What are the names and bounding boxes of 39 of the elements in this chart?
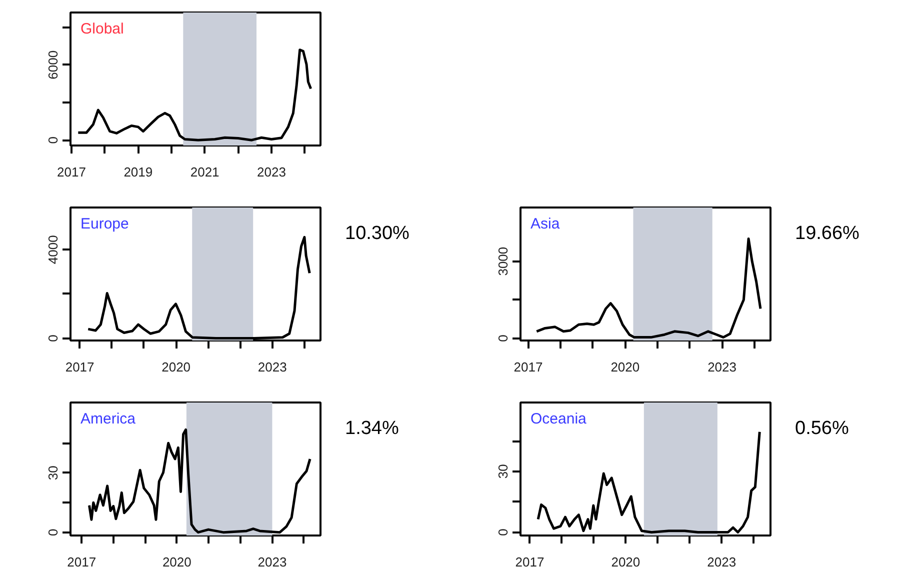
x-tick-label: 2023 (258, 360, 287, 374)
y-tick-label: 0 (46, 334, 60, 342)
x-tick-label: 2017 (65, 360, 94, 374)
x-tick-label: 2019 (124, 164, 153, 180)
x-tick-label: 2017 (67, 554, 96, 570)
text: 10.30% (345, 222, 410, 246)
x-tick-label: 2017 (514, 360, 543, 374)
y-tick-label: 0 (496, 334, 510, 342)
line-series (535, 238, 762, 339)
text: America (80, 410, 136, 428)
text: Europe (80, 216, 129, 232)
x-tick-label: 2023 (708, 360, 737, 374)
y-tick-label: 30 (496, 464, 510, 479)
y-tick-label: 6000 (46, 50, 60, 80)
y-tick-label: 30 (46, 466, 60, 480)
x-tick-label: 2020 (162, 554, 192, 570)
line-series (88, 428, 312, 534)
x-tick-label: 2017 (57, 164, 86, 180)
text: Asia (530, 216, 560, 232)
y-tick-label: 3000 (496, 246, 510, 276)
text: 0.56% (795, 417, 849, 441)
text: Oceania (530, 410, 588, 428)
x-tick-label: 2023 (258, 554, 287, 570)
line-series (76, 48, 312, 142)
x-tick-label: 2021 (190, 164, 220, 180)
x-tick-label: 2017 (515, 554, 544, 570)
y-tick-label: 0 (496, 528, 510, 536)
text: 19.66% (795, 222, 860, 246)
y-tick-label: 0 (46, 136, 60, 144)
x-tick-label: 2023 (707, 554, 736, 570)
y-tick-label: 0 (46, 528, 60, 536)
text: 1.34% (345, 417, 399, 441)
x-tick-label: 2020 (611, 554, 640, 570)
text: Global (80, 20, 124, 38)
x-tick-label: 2020 (162, 360, 191, 374)
x-tick-label: 2020 (610, 360, 640, 374)
x-tick-label: 2023 (257, 164, 286, 180)
y-tick-label: 4000 (46, 235, 60, 264)
line-series (536, 430, 761, 534)
